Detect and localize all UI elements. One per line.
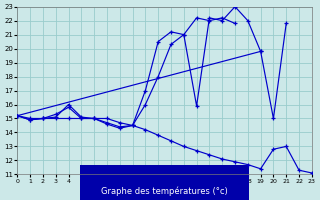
X-axis label: Graphe des températures (°c): Graphe des températures (°c)	[101, 186, 228, 196]
